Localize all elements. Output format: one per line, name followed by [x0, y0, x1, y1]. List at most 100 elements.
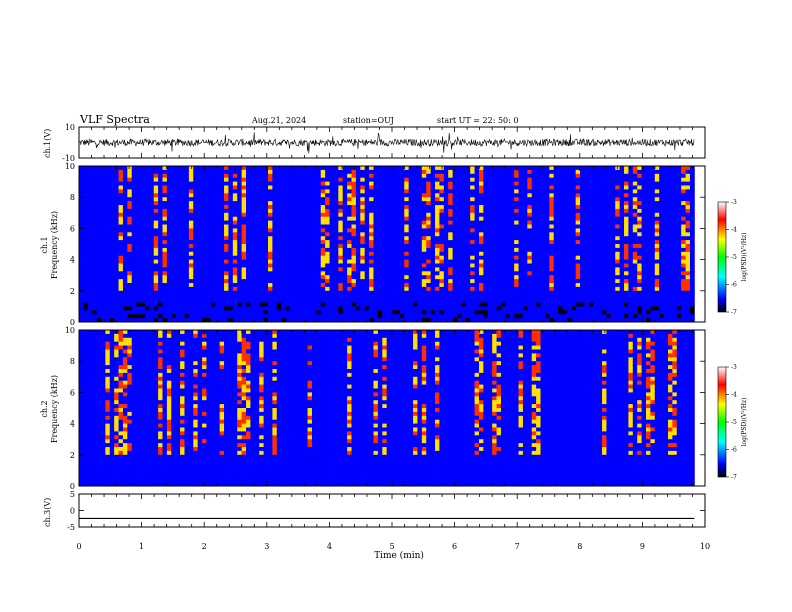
spectrogram-cell	[382, 263, 388, 268]
spectrogram-cell	[386, 201, 392, 206]
spectrogram-cell	[404, 302, 410, 307]
spectrogram-cell	[131, 236, 137, 241]
spectrogram-cell	[144, 212, 150, 218]
spectrogram-cell	[259, 185, 265, 190]
spectrogram-cell	[122, 255, 128, 260]
spectrogram-cell	[500, 173, 506, 179]
spectrogram-cell	[250, 166, 256, 171]
spectrogram-cell	[118, 240, 124, 245]
spectrogram-cell	[136, 247, 141, 253]
spectrogram-cell	[307, 244, 313, 249]
spectrogram-cell	[298, 208, 304, 214]
spectrogram-cell	[593, 279, 599, 284]
spectrogram-cell	[162, 310, 168, 315]
spectrogram-cell	[219, 189, 225, 194]
spectrogram-cell	[364, 193, 370, 198]
spectrogram-cell	[298, 240, 304, 245]
spectrogram-cell	[478, 232, 484, 237]
spectrogram-cell	[355, 166, 361, 171]
spectrogram-cell	[329, 298, 335, 303]
spectrogram-cell	[558, 255, 563, 260]
spectrogram-cell	[316, 173, 322, 179]
spectrogram-cell	[575, 271, 581, 276]
spectrogram-cell	[118, 314, 124, 319]
spectrogram-cell	[184, 286, 190, 292]
spectrogram-cell	[263, 263, 269, 268]
spectrogram-cell	[377, 236, 383, 241]
spectrogram-cell	[553, 298, 559, 303]
spectrogram-cell	[79, 318, 84, 323]
spectrogram-cell	[566, 310, 572, 315]
spectrogram-cell	[610, 228, 616, 233]
spectrogram-cell	[558, 173, 563, 179]
spectrogram-cell	[153, 244, 159, 249]
spectrogram-cell	[202, 314, 207, 319]
spectrogram-cell	[289, 177, 295, 182]
spectrogram-cell	[355, 197, 361, 202]
spectrogram-cell	[316, 244, 322, 249]
spectrogram-cell	[219, 224, 225, 229]
spectrogram-cell	[602, 279, 607, 284]
spectrogram-cell	[509, 201, 515, 206]
spectrogram-cell	[351, 271, 357, 276]
spectrogram-cell	[426, 185, 432, 190]
spectrogram-cell	[254, 286, 260, 292]
spectrogram-cell	[588, 169, 594, 175]
spectrogram-cell	[465, 290, 471, 296]
spectrogram-cell	[224, 216, 229, 221]
spectrogram-cell	[250, 290, 256, 296]
spectrogram-cell	[259, 181, 265, 186]
spectrogram-cell	[246, 275, 251, 280]
spectrogram-cell	[118, 208, 124, 214]
spectrogram-cell	[96, 216, 102, 221]
spectrogram-cell	[92, 255, 97, 260]
spectrogram-cell	[188, 275, 194, 280]
spectrogram-cell	[487, 283, 493, 288]
spectrogram-cell	[114, 240, 119, 245]
spectrogram-cell	[92, 318, 97, 323]
spectrogram-cell	[452, 208, 458, 214]
spectrogram-cell	[215, 290, 221, 296]
spectrogram-cell	[254, 298, 260, 303]
spectrogram-cell	[193, 302, 199, 307]
spectrogram-cell	[219, 247, 225, 253]
spectrogram-cell	[580, 205, 585, 210]
spectrogram-cell	[268, 255, 273, 260]
spectrogram-cell	[443, 228, 449, 233]
spectrogram-cell	[180, 185, 185, 190]
spectrogram-cell	[193, 286, 199, 292]
spectrogram-cell	[610, 259, 616, 264]
spectrogram-cell	[426, 240, 432, 245]
spectrogram-cell	[136, 177, 141, 182]
spectrogram-cell	[237, 193, 243, 198]
spectrogram-cell	[131, 263, 137, 268]
spectrogram-cell	[518, 169, 524, 175]
spectrogram-cell	[566, 275, 572, 280]
spectrogram-cell	[492, 306, 497, 311]
spectrogram-cell	[276, 290, 282, 296]
spectrogram-cell	[369, 298, 374, 303]
spectrogram-cell	[79, 294, 84, 299]
spectrogram-cell	[580, 286, 585, 292]
spectrogram-cell	[241, 259, 247, 264]
spectrogram-cell	[122, 240, 128, 245]
spectrogram-cell	[347, 236, 352, 241]
spectrogram-cell	[325, 290, 330, 296]
spectrogram-cell	[158, 247, 163, 253]
spectrogram-cell	[122, 275, 128, 280]
spectrogram-cell	[105, 212, 111, 218]
spectrogram-cell	[382, 298, 388, 303]
spectrogram-cell	[487, 267, 493, 272]
spectrogram-cell	[96, 306, 102, 311]
spectrogram-cell	[443, 259, 449, 264]
spectrogram-cell	[364, 298, 370, 303]
spectrogram-cell	[575, 220, 581, 225]
spectrogram-cell	[439, 310, 445, 315]
spectrogram-cell	[171, 208, 177, 214]
spectrogram-cell	[338, 310, 344, 315]
spectrogram-cell	[175, 271, 181, 276]
spectrogram-cell	[149, 177, 155, 182]
spectrogram-cell	[140, 216, 146, 221]
spectrogram-cell	[122, 306, 128, 311]
spectrogram-cell	[391, 294, 396, 299]
